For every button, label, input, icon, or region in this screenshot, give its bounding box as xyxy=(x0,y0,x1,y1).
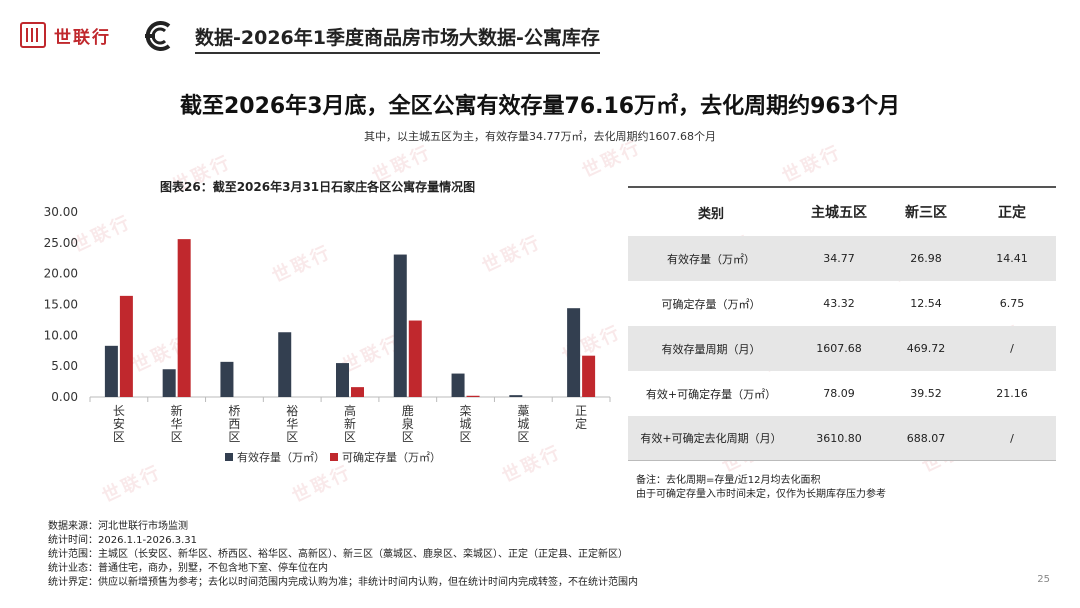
bar-determinable-stock xyxy=(177,239,191,397)
c-logo-icon xyxy=(145,21,171,51)
footer-line: 数据来源：河北世联行市场监测 xyxy=(48,521,188,532)
footer-line: 统计范围：主城区（长安区、新华区、桥西区、裕华区、高新区）、新三区（藁城区、鹿泉… xyxy=(48,549,628,560)
y-tick-label: 0.00 xyxy=(51,390,78,404)
table-row: 有效+可确定存量（万㎡） 78.09 39.52 21.16 xyxy=(628,371,1056,416)
x-tick-label: 栾城区 xyxy=(460,403,472,444)
brand-name: 世联行 xyxy=(54,27,111,48)
x-tick-label: 裕华区 xyxy=(286,403,298,444)
x-tick-label: 高新区 xyxy=(344,403,356,444)
y-tick-label: 20.00 xyxy=(44,267,78,281)
table-header-row: 类别 主城五区 新三区 正定 xyxy=(628,188,1056,236)
note-line: 备注：去化周期=存量/近12月均去化面积 xyxy=(636,475,821,486)
watermark: 世联行 xyxy=(779,141,846,188)
table-cell: 78.09 xyxy=(823,387,855,400)
table-cell: 39.52 xyxy=(910,387,942,400)
bar-effective-stock xyxy=(278,332,292,397)
row-label: 有效存量周期（月） xyxy=(661,342,761,356)
table-cell: 21.16 xyxy=(996,387,1028,400)
table-cell: 3610.80 xyxy=(816,431,862,445)
footer-line: 统计业态：普通住宅，商办，别墅，不包含地下室、停车位在内 xyxy=(48,563,328,574)
bar-chart: 30.00 25.00 20.00 15.00 10.00 5.00 0.00 长安区 新华区… xyxy=(44,205,611,464)
page-number: 25 xyxy=(1037,574,1050,585)
bar-effective-stock xyxy=(567,308,581,397)
table-row: 可确定存量（万㎡） 43.32 12.54 6.75 xyxy=(628,281,1056,326)
bar-effective-stock xyxy=(220,361,234,397)
bar-effective-stock xyxy=(104,345,118,397)
brand-logo: 世联行 xyxy=(20,22,111,48)
y-tick-label: 30.00 xyxy=(44,205,78,219)
legend-swatch xyxy=(330,453,338,461)
row-label: 有效存量（万㎡） xyxy=(667,252,755,266)
bar-effective-stock xyxy=(451,373,465,397)
table-header-cell: 类别 xyxy=(697,206,724,222)
y-tick-label: 15.00 xyxy=(44,298,78,312)
table-row: 有效+可确定去化周期（月） 3610.80 688.07 / xyxy=(628,416,1056,461)
table-cell: 469.72 xyxy=(906,342,946,355)
row-label: 有效+可确定存量（万㎡） xyxy=(645,387,777,401)
table-cell: 1607.68 xyxy=(816,342,862,355)
x-tick-label: 长安区 xyxy=(113,404,125,444)
bar-effective-stock xyxy=(162,369,176,397)
legend-swatch xyxy=(225,453,233,461)
row-label: 有效+可确定去化周期（月） xyxy=(640,432,782,445)
note-line: 由于可确定存量入市时间未定，仅作为长期库存压力参考 xyxy=(636,489,886,500)
bar-determinable-stock xyxy=(466,395,480,397)
legend-label: 有效存量（万㎡） xyxy=(237,450,325,464)
top-bar: 世联行 数据-2026年1季度商品房市场大数据-公寓库存 xyxy=(0,0,1080,70)
footer-line: 统计界定：供应以新增预售为参考；去化以时间范围内完成认购为准；非统计时间内认购，… xyxy=(48,577,638,588)
bar-effective-stock xyxy=(509,395,523,397)
bar-effective-stock xyxy=(336,363,349,397)
subline: 其中，以主城五区为主，有效存量34.77万㎡，去化周期约1607.68个月 xyxy=(364,130,716,143)
table-cell: 6.75 xyxy=(999,297,1025,310)
table-cell: 43.32 xyxy=(823,297,855,310)
y-tick-label: 10.00 xyxy=(44,328,78,342)
page-header-title: 数据-2026年1季度商品房市场大数据-公寓库存 xyxy=(195,26,600,54)
chart-title: 图表26：截至2026年3月31日石家庄各区公寓存量情况图 xyxy=(160,180,476,194)
table-header-cell: 正定 xyxy=(998,205,1026,221)
table-cell: 34.77 xyxy=(823,252,855,265)
bar-determinable-stock xyxy=(351,387,364,397)
bar-determinable-stock xyxy=(582,355,596,397)
y-tick-label: 25.00 xyxy=(44,236,78,250)
bar-determinable-stock xyxy=(408,320,422,397)
x-tick-label: 鹿泉区 xyxy=(402,403,414,444)
bar-effective-stock xyxy=(393,254,407,397)
x-tick-label: 新华区 xyxy=(171,403,183,444)
table-header-cell: 新三区 xyxy=(905,205,947,221)
row-label: 可确定存量（万㎡） xyxy=(661,297,761,311)
x-tick-label: 桥西区 xyxy=(228,404,240,444)
table-header-cell: 主城五区 xyxy=(811,205,867,221)
logo-icon xyxy=(20,22,46,48)
table-cell: 688.07 xyxy=(906,431,946,445)
legend-label: 可确定存量（万㎡） xyxy=(342,450,441,464)
y-tick-label: 5.00 xyxy=(51,359,78,373)
table-row: 有效存量周期（月） 1607.68 469.72 / xyxy=(628,326,1056,371)
table-cell: 14.41 xyxy=(996,252,1028,265)
stock-table: 类别 主城五区 新三区 正定 有效存量（万㎡） 34.77 26.98 14.4… xyxy=(628,186,1056,461)
x-tick-label: 藁城区 xyxy=(517,404,529,444)
table-cell: / xyxy=(1010,342,1014,355)
table-notes: 备注：去化周期=存量/近12月均去化面积 由于可确定存量入市时间未定，仅作为长期… xyxy=(636,474,886,502)
footer-line: 统计时间：2026.1.1-2026.3.31 xyxy=(48,535,198,546)
table-cell: / xyxy=(1010,431,1014,445)
headline: 截至2026年3月底，全区公寓有效存量76.16万㎡，去化周期约963个月 xyxy=(179,94,901,119)
bar-determinable-stock xyxy=(119,295,133,397)
table-cell: 12.54 xyxy=(910,297,942,310)
table-cell: 26.98 xyxy=(910,252,942,265)
footer-sources: 数据来源：河北世联行市场监测 统计时间：2026.1.1-2026.3.31 统… xyxy=(48,520,638,590)
table-row: 有效存量（万㎡） 34.77 26.98 14.41 xyxy=(628,236,1056,281)
x-tick-label: 正定 xyxy=(575,404,587,431)
